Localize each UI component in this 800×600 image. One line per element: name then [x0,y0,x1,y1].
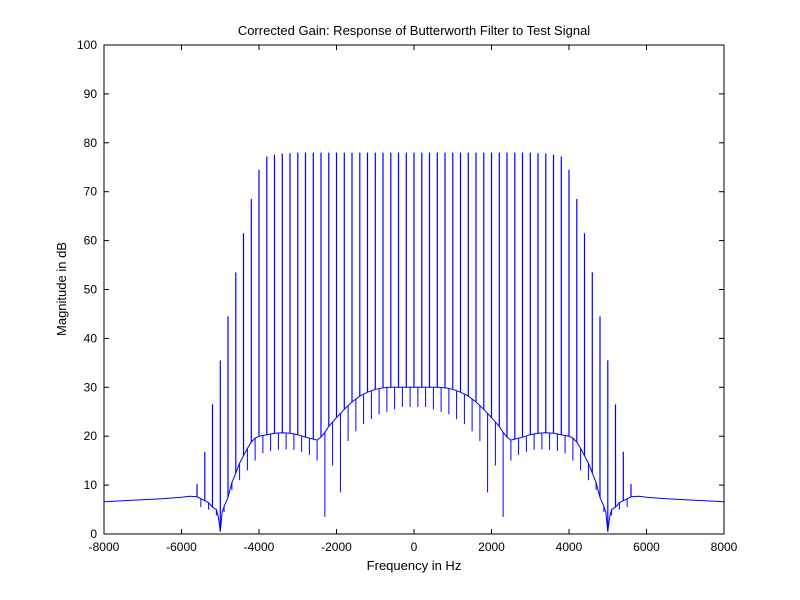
y-tick-label: 90 [84,87,98,101]
y-tick-label: 40 [84,331,98,345]
x-tick-label: 8000 [711,540,738,554]
ticks-layer: -8000 -6000 -4000 -2000 0 2000 4000 6000 8000 0 10… [77,38,738,554]
x-tick-label: -8000 [89,540,120,554]
x-tick-label: -6000 [166,540,197,554]
y-tick-label: 70 [84,185,98,199]
y-tick-label: 50 [84,283,98,297]
x-axis-title: Frequency in Hz [367,558,462,573]
chart-title: Corrected Gain: Response of Butterworth … [238,23,590,38]
y-tick-label: 0 [90,527,97,541]
y-tick-label: 80 [84,136,98,150]
x-tick-label: 0 [411,540,418,554]
y-tick-label: 10 [84,478,98,492]
y-axis-title: Magnitude in dB [54,242,69,336]
x-tick-label: -4000 [244,540,275,554]
x-tick-label: -2000 [321,540,352,554]
x-tick-label: 6000 [633,540,660,554]
y-tick-label: 30 [84,380,98,394]
x-tick-label: 4000 [556,540,583,554]
y-tick-label: 60 [84,234,98,248]
data-layer [103,152,725,532]
x-tick-label: 2000 [478,540,505,554]
y-tick-label: 20 [84,429,98,443]
y-tick-label: 100 [77,38,97,52]
